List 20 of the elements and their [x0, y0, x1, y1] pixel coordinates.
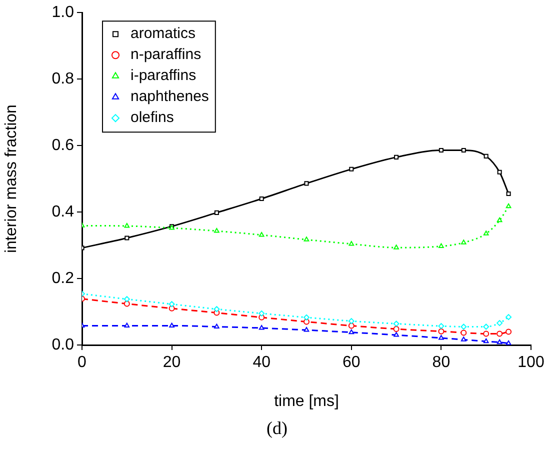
legend-label: aromatics [130, 25, 196, 42]
x-tick-label: 0 [78, 354, 87, 372]
x-tick-label: 60 [342, 354, 360, 372]
y-tick-label: 0.0 [52, 336, 74, 354]
legend-label: i-paraffins [130, 67, 196, 84]
x-axis-title: time [ms] [274, 392, 339, 410]
x-tick-label: 100 [518, 354, 544, 372]
y-axis-title: interior mass fraction [3, 104, 20, 254]
y-tick-label: 1.0 [52, 4, 74, 22]
legend-label: olefins [130, 109, 174, 126]
text: (d) [266, 418, 288, 439]
y-tick-label: 0.2 [52, 270, 74, 287]
y-tick-label: 0.8 [52, 70, 74, 88]
legend-label: n-paraffins [130, 46, 202, 64]
x-tick-label: 20 [162, 354, 181, 372]
y-tick-label: 0.4 [52, 203, 74, 220]
x-tick-label: 80 [432, 354, 450, 372]
x-tick-label: 40 [252, 354, 271, 372]
legend-label: naphthenes [130, 88, 209, 106]
y-tick-label: 0.6 [52, 136, 74, 154]
